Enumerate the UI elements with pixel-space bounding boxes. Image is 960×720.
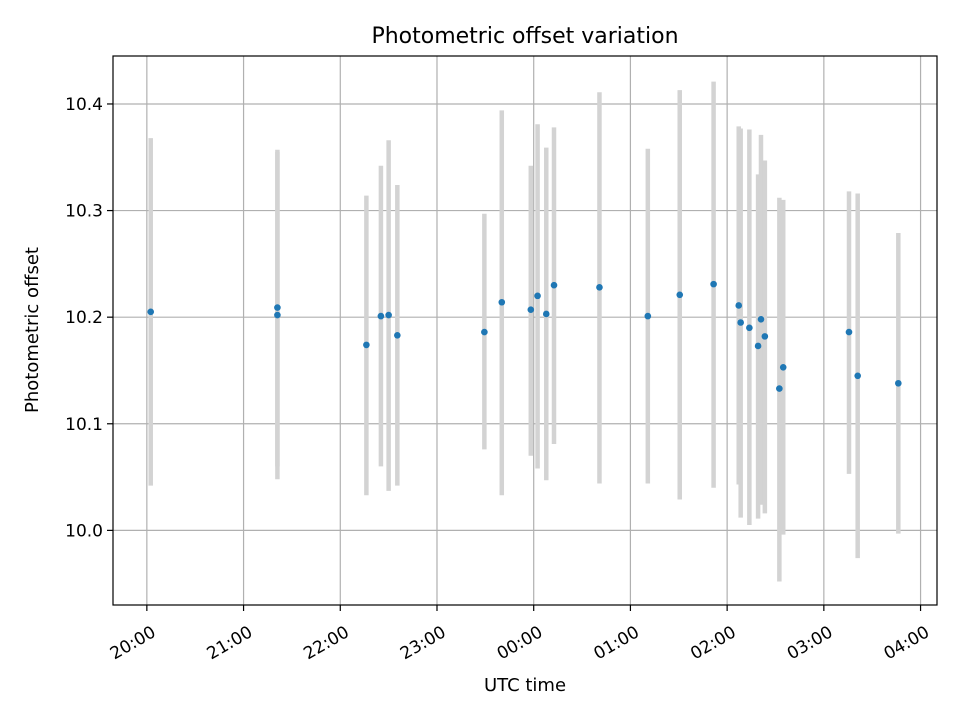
y-tick-label: 10.2 <box>65 308 103 328</box>
data-point <box>534 292 541 300</box>
data-point <box>710 280 717 288</box>
data-point <box>377 312 385 320</box>
data-point <box>274 311 281 319</box>
data-point <box>385 311 392 319</box>
data-point <box>596 284 603 291</box>
data-point <box>854 372 861 380</box>
data-point <box>498 298 506 306</box>
data-point <box>754 342 762 350</box>
data-point <box>746 324 753 332</box>
grid <box>113 56 937 605</box>
y-tick-label: 10.4 <box>65 95 103 115</box>
y-tick-label: 10.3 <box>65 202 103 222</box>
chart-title: Photometric offset variation <box>371 24 678 49</box>
y-axis-ticks: 10.0 10.1 10.2 10.3 10.4 <box>65 95 113 541</box>
data-point <box>542 310 550 318</box>
data-point <box>363 341 370 349</box>
data-point <box>779 363 787 371</box>
data-point <box>757 316 765 323</box>
data-point <box>776 385 783 392</box>
y-axis-label: Photometric offset <box>22 247 43 413</box>
data-point <box>481 328 488 336</box>
data-points <box>147 280 902 392</box>
data-point <box>147 308 155 316</box>
plot-frame <box>112 55 938 606</box>
data-point <box>394 331 401 339</box>
data-point <box>644 312 652 320</box>
data-point <box>676 291 684 299</box>
data-point <box>761 333 769 340</box>
data-point <box>735 302 743 309</box>
data-point <box>737 319 744 326</box>
y-tick-label: 10.1 <box>65 415 103 435</box>
x-axis-label: UTC time <box>484 675 566 696</box>
data-point <box>274 304 281 311</box>
data-point <box>895 379 902 387</box>
data-point <box>527 306 535 314</box>
y-tick-label: 10.0 <box>65 521 103 541</box>
data-point <box>845 328 853 336</box>
data-point <box>550 281 558 289</box>
